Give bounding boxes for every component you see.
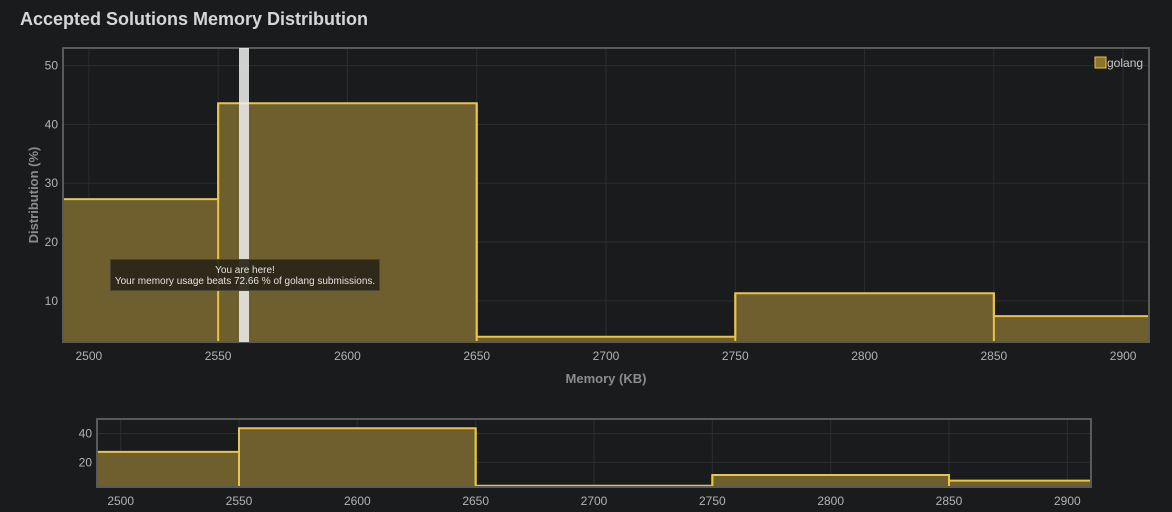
main-y-tick-label: 10 xyxy=(45,294,59,308)
y-axis-label: Distribution (%) xyxy=(26,147,41,244)
main-y-tick-label: 50 xyxy=(45,59,59,73)
legend-label-golang: golang xyxy=(1107,56,1143,70)
main-bar xyxy=(476,336,736,342)
navigator-x-tick-label: 2750 xyxy=(699,494,726,508)
navigator-y-tick-label: 40 xyxy=(79,426,93,440)
main-bar xyxy=(993,316,1149,342)
navigator-x-tick-label: 2500 xyxy=(107,494,134,508)
chart-title: Accepted Solutions Memory Distribution xyxy=(20,9,369,29)
main-x-tick-label: 2850 xyxy=(981,349,1008,363)
main-plot-frame xyxy=(62,47,1150,343)
navigator-y-tick-label: 20 xyxy=(79,455,93,469)
main-x-tick-label: 2700 xyxy=(593,349,620,363)
navigator-x-tick-label: 2900 xyxy=(1054,494,1081,508)
main-x-tick-label: 2800 xyxy=(851,349,878,363)
navigator-x-tick-label: 2550 xyxy=(226,494,253,508)
x-axis-label: Memory (KB) xyxy=(566,371,647,386)
main-x-tick-label: 2750 xyxy=(722,349,749,363)
legend-swatch-golang xyxy=(1094,56,1107,69)
navigator-x-tick-label: 2800 xyxy=(817,494,844,508)
navigator-x-tick-label: 2650 xyxy=(462,494,489,508)
main-bar xyxy=(735,293,994,342)
navigator-bar xyxy=(712,474,949,487)
main-bar-outline xyxy=(63,102,1149,338)
main-bar xyxy=(218,103,477,342)
main-x-tick-label: 2600 xyxy=(334,349,361,363)
main-y-tick-label: 40 xyxy=(45,117,59,131)
tooltip-line-2: Your memory usage beats 72.66 % of golan… xyxy=(114,276,376,287)
navigator-x-tick-label: 2600 xyxy=(344,494,371,508)
navigator-bar xyxy=(239,428,476,487)
main-x-tick-label: 2650 xyxy=(463,349,490,363)
tooltip-line-1: You are here! xyxy=(215,265,275,276)
main-y-tick-label: 30 xyxy=(45,176,59,190)
navigator-plot-frame xyxy=(96,418,1092,488)
you-are-here-tooltip: You are here! Your memory usage beats 72… xyxy=(110,259,380,291)
navigator-bar-outline xyxy=(97,427,1091,487)
main-x-tick-label: 2900 xyxy=(1110,349,1137,363)
navigator-bar xyxy=(949,480,1091,487)
main-x-tick-label: 2500 xyxy=(76,349,103,363)
main-x-tick-label: 2550 xyxy=(205,349,232,363)
navigator-x-tick-label: 2850 xyxy=(936,494,963,508)
main-y-tick-label: 20 xyxy=(45,235,59,249)
navigator-bar xyxy=(97,451,239,487)
navigator-x-tick-label: 2700 xyxy=(581,494,608,508)
you-are-here-marker xyxy=(239,48,249,342)
